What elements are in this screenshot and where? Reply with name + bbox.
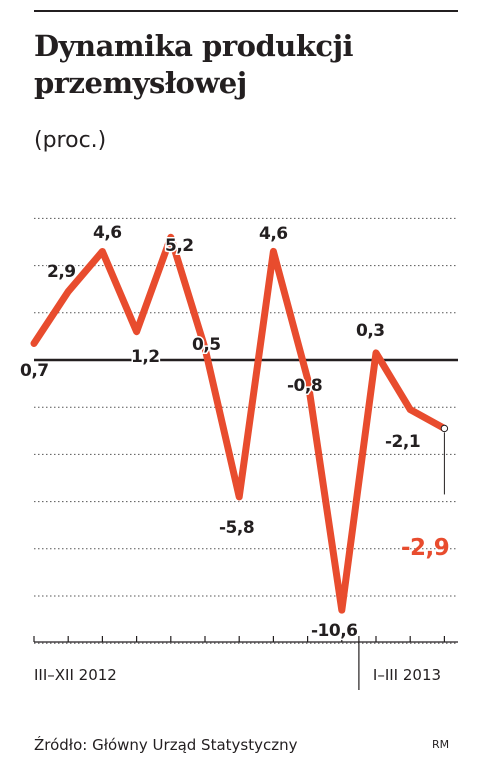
author-credit: RM: [432, 738, 450, 751]
data-label: 0,7: [20, 361, 49, 381]
x-group-label-2012: III–XII 2012: [34, 666, 117, 684]
markers: [440, 424, 449, 495]
x-axis: [33, 636, 458, 690]
data-label: 0,5: [192, 335, 221, 355]
data-label: -5,8: [219, 518, 254, 538]
data-label: 4,6: [259, 224, 288, 244]
data-label: 2,9: [47, 262, 76, 282]
chart-title: Dynamika produkcji przemysłowej: [34, 28, 454, 102]
data-label: 1,2: [131, 347, 160, 367]
data-label: -10,6: [311, 621, 358, 641]
data-label: 5,2: [165, 236, 194, 256]
data-label: -2,9: [401, 535, 449, 561]
data-point: [440, 424, 449, 433]
data-labels: 0,7 2,9 4,6 1,2 5,2 0,5 -5,8 4,6 -0,8 -10,6 0,3 -2,…: [19, 222, 450, 643]
chart-title-line-2: przemysłowej: [34, 66, 247, 100]
x-group-label-2013: I–III 2013: [372, 666, 442, 684]
unit-label: (proc.): [34, 128, 107, 153]
grid-lines: [34, 217, 458, 644]
chart-title-line-1: Dynamika produkcji: [34, 29, 354, 63]
source-note: Źródło: Główny Urząd Statystyczny: [34, 736, 298, 754]
data-label: 4,6: [93, 223, 122, 243]
data-label: -0,8: [287, 376, 322, 396]
series-line: [30, 233, 448, 614]
data-label: -2,1: [385, 432, 420, 452]
top-rule: [34, 10, 458, 12]
data-label: 0,3: [356, 321, 385, 341]
